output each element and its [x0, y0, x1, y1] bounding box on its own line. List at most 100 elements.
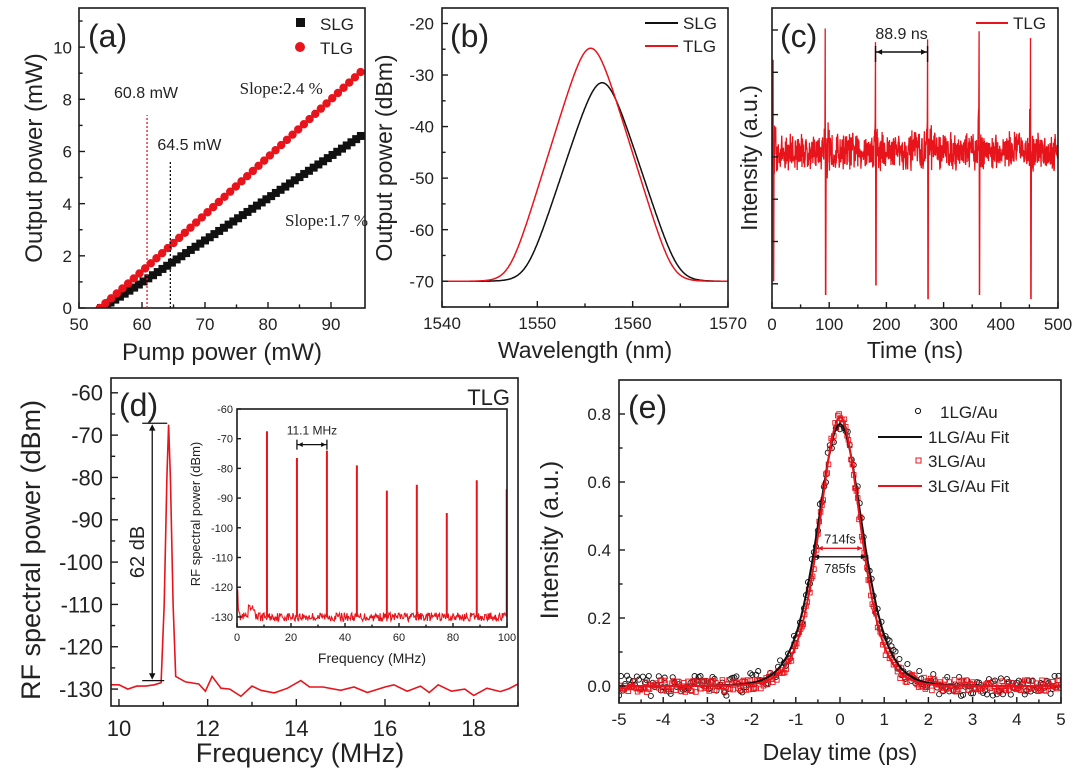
panel-a-xlabel: Pump power (mW) [122, 339, 322, 366]
inset-xlabel: Frequency (MHz) [318, 650, 426, 666]
slg-data-point [219, 223, 228, 232]
1lg-data-point [635, 676, 642, 683]
3lg-data-point [678, 688, 685, 695]
3lg-data-point [931, 676, 938, 683]
slope-label: Slope:1.7 % [285, 211, 368, 230]
panel-d-label: (d) [119, 387, 158, 423]
slg-data-point [167, 258, 176, 267]
tlg-data-point [254, 161, 263, 171]
slg-data-point [224, 220, 233, 229]
x-tick-label: 12 [195, 716, 219, 741]
legend-tlg-marker [295, 42, 305, 52]
1lg-data-point [997, 675, 1004, 682]
tlg-data-point [106, 294, 116, 303]
y-tick-label: -80 [217, 463, 233, 475]
3lg-data-point [1024, 677, 1031, 683]
panel-d-xlabel: Frequency (MHz) [196, 738, 405, 768]
x-tick-label: 0 [835, 710, 844, 729]
slg-data-point [196, 239, 205, 248]
inset-arrow-left [297, 442, 303, 448]
fwhm-label: 785fs [824, 561, 856, 576]
panel-d-inset: 0 20 40 60 80 100 -60 -70 -80 -90 -100 -110 -120 -130… [188, 404, 516, 666]
3lg-data-point [922, 686, 929, 692]
1lg-data-point [983, 691, 991, 698]
1lg-data-point [989, 692, 996, 699]
slg-data-point [248, 204, 257, 213]
legend-slg-label: SLG [683, 14, 717, 33]
y-tick-label: 6 [63, 143, 72, 162]
slg-data-point [295, 173, 304, 182]
y-tick-label: -120 [211, 582, 233, 594]
slg-data-point [177, 252, 186, 261]
panel-a-legend: SLG TLG [295, 15, 354, 58]
x-tick-label: 0 [234, 632, 240, 644]
tlg-data-point [350, 73, 360, 82]
x-tick-label: 200 [872, 315, 900, 334]
x-tick-label: 40 [339, 632, 351, 644]
x-tick-label: 2 [924, 710, 933, 729]
slg-data-point [333, 147, 342, 156]
3lg-data-point [1016, 686, 1023, 693]
3lg-data-point [667, 688, 674, 694]
panel-b-xlabel: Wavelength (nm) [498, 337, 672, 363]
3lg-data-point [642, 679, 649, 685]
3lg-data-point [701, 677, 707, 684]
y-tick-label: -50 [409, 169, 434, 188]
slg-data-point [276, 185, 285, 194]
panel-a-axes-frame [78, 7, 366, 309]
x-tick-label: 1550 [518, 314, 556, 333]
3lg-data-point [988, 688, 995, 694]
3lg-data-point [687, 687, 694, 693]
tlg-data-point [191, 218, 201, 227]
y-tick-label: 4 [63, 195, 72, 214]
inset-arrow-right [321, 442, 326, 448]
tlg-data-point [271, 146, 280, 155]
3lg-data-point [689, 688, 695, 694]
slg-data-point [342, 141, 351, 150]
slg-data-point [290, 176, 299, 185]
tlg-data-point [345, 78, 354, 87]
3lg-data-point [1043, 688, 1049, 694]
tlg-data-point [180, 228, 190, 237]
slg-data-point [347, 138, 356, 147]
slg-data-point [281, 182, 290, 191]
tlg-pulse-train-line [772, 28, 1058, 300]
slg-data-point [356, 131, 365, 140]
3lg-data-point [902, 678, 909, 685]
legend-tlg-label: TLG [320, 39, 353, 58]
y-tick-label: -130 [211, 612, 233, 624]
inset-interval-label: 11.1 MHz [287, 424, 337, 438]
y-tick-label: 0 [63, 299, 72, 318]
y-tick-label: -60 [409, 221, 434, 240]
panel-e-legend: 1LG/Au 1LG/Au Fit 3LG/Au 3LG/Au Fit [878, 403, 1010, 496]
1lg-data-point [904, 660, 911, 668]
3lg-data-point [706, 688, 712, 694]
slg-data-point [115, 292, 124, 301]
tlg-data-point [186, 223, 195, 232]
x-tick-label: 16 [373, 716, 397, 741]
x-tick-label: 300 [929, 315, 957, 334]
slg-data-point [271, 188, 280, 197]
y-tick-label: 0.8 [587, 405, 611, 424]
x-tick-label: -2 [744, 710, 759, 729]
legend-3lg-marker [915, 457, 922, 464]
slg-data-point [153, 268, 162, 277]
panel-a-annotations: 60.8 mW 64.5 mW Slope:2.4 % Slope:1.7 % [114, 79, 368, 308]
3lg-data-point [738, 687, 744, 694]
panel-a-label: (a) [88, 18, 127, 54]
panel-a-ticks: 50 60 70 80 90 0 2 4 6 8 10 [53, 20, 341, 334]
3lg-data-point [774, 677, 780, 683]
x-tick-label: 500 [1044, 315, 1072, 334]
slg-data-point [158, 264, 167, 273]
slg-data-point [300, 169, 309, 178]
1lg-data-point [755, 668, 762, 675]
x-tick-label: 90 [322, 315, 341, 334]
slg-data-point [134, 280, 143, 289]
x-tick-label: -1 [788, 710, 803, 729]
x-tick-label: 60 [393, 632, 405, 644]
slg-spectrum-line [442, 81, 728, 282]
panel-c-annotations: 88.9 ns [874, 26, 929, 62]
x-tick-label: 1 [879, 710, 888, 729]
tlg-data-point [288, 130, 297, 139]
legend-1lg-label: 1LG/Au [940, 403, 998, 422]
